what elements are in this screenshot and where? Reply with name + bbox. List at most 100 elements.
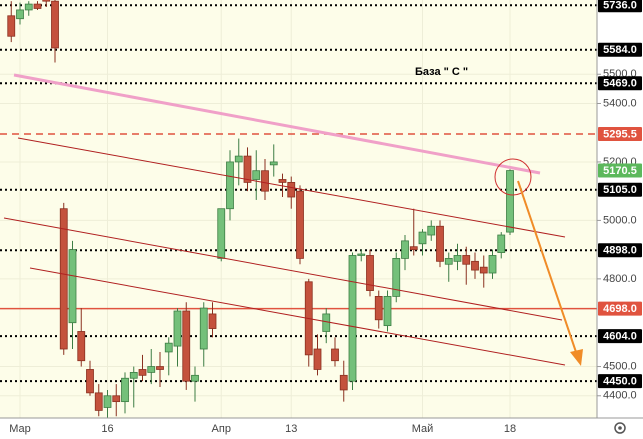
- candle-body: [331, 348, 339, 362]
- x-tick-label: Мар: [9, 423, 31, 435]
- y-tick-label: 5400.0: [603, 97, 637, 109]
- candle-body: [121, 377, 129, 403]
- candle-body: [182, 310, 191, 382]
- candle-body: [374, 295, 383, 321]
- channel-line: [17, 137, 566, 238]
- y-tick-label: 5000.0: [603, 214, 637, 226]
- candle-body: [252, 170, 261, 180]
- candle-body: [199, 307, 208, 350]
- candle-body: [313, 348, 322, 370]
- channel-line: [29, 267, 566, 366]
- x-tick-label: Май: [412, 423, 434, 435]
- candle-body: [51, 0, 59, 49]
- candles: [7, 0, 514, 418]
- level-box: [598, 182, 642, 197]
- candle-body: [427, 225, 436, 236]
- candle-body: [68, 249, 77, 324]
- candle-body: [261, 170, 269, 192]
- candle-body: [59, 208, 68, 350]
- candle-body: [497, 234, 506, 253]
- candle-body: [243, 155, 252, 183]
- candle-body: [112, 395, 121, 403]
- x-tick-label: 16: [101, 423, 113, 435]
- level-box: [598, 76, 642, 91]
- candle-body: [226, 161, 234, 210]
- level-box: [598, 374, 642, 389]
- candle-body: [488, 255, 497, 274]
- level-label: 4698.0: [603, 303, 637, 315]
- candle-body: [506, 170, 514, 233]
- level-label: 5295.5: [603, 128, 637, 140]
- x-tick-label: 13: [285, 423, 297, 435]
- candle-body: [129, 371, 138, 379]
- y-tick-label: 4400.0: [603, 390, 637, 402]
- candle-body: [471, 260, 479, 271]
- candle-body: [269, 161, 278, 166]
- candle-body: [191, 374, 199, 382]
- candle-body: [103, 395, 112, 408]
- candle-body: [147, 366, 156, 373]
- level-label: 5736.0: [603, 0, 637, 12]
- candle-body: [453, 255, 462, 262]
- candle-body: [357, 253, 366, 256]
- candle-body: [296, 190, 304, 259]
- annotation: База " С ": [415, 66, 468, 78]
- candle-body: [409, 246, 418, 251]
- settings-gear[interactable]: [614, 422, 626, 434]
- candle-body: [94, 392, 103, 411]
- candle-body: [234, 155, 243, 163]
- channel-line: [3, 217, 563, 321]
- settings-gear-center[interactable]: [618, 426, 622, 430]
- x-tick-label: 18: [504, 423, 516, 435]
- candle-body: [77, 331, 86, 362]
- candle-body: [287, 181, 296, 198]
- arrow-head: [570, 349, 583, 366]
- settings-icon[interactable]: [614, 422, 626, 434]
- candle-body: [348, 255, 357, 382]
- candle-body: [217, 208, 226, 259]
- candle-body: [366, 255, 374, 291]
- annotations: База " С ": [3, 66, 583, 366]
- candle-body: [16, 9, 24, 20]
- candle-body: [138, 369, 147, 376]
- level-box: [598, 243, 642, 258]
- candle-body: [156, 366, 164, 370]
- candle-body: [418, 231, 427, 245]
- arrow-line: [517, 180, 578, 356]
- candle-body: [462, 255, 471, 265]
- candle-body: [392, 257, 401, 297]
- candle-body: [86, 369, 94, 394]
- level-label: 4898.0: [603, 245, 637, 257]
- candle-body: [383, 295, 392, 327]
- candle-body: [444, 257, 453, 265]
- candle-body: [7, 15, 16, 37]
- level-box: [598, 329, 642, 344]
- level-label: 5584.0: [603, 44, 637, 56]
- candle-body: [479, 266, 488, 274]
- level-box: [598, 301, 642, 316]
- candle-body: [208, 313, 217, 329]
- level-box: [598, 0, 642, 13]
- y-tick-label: 4800.0: [603, 273, 637, 285]
- candle-body: [339, 374, 348, 391]
- candle-body: [173, 310, 182, 347]
- candle-body: [33, 3, 42, 9]
- level-label: 5170.5: [603, 165, 637, 177]
- level-label: 5105.0: [603, 184, 637, 196]
- highlight-circle: [494, 158, 532, 196]
- trend-line: [13, 73, 541, 175]
- level-label: 5469.0: [603, 78, 637, 90]
- level-label: 4604.0: [603, 331, 637, 343]
- candle-body: [164, 342, 173, 353]
- axes: 5500.05400.05200.05000.04800.04500.04400…: [9, 0, 642, 435]
- candle-body: [322, 313, 331, 332]
- candle-body: [42, 0, 51, 2]
- candle-body: [24, 3, 33, 11]
- level-box: [598, 42, 642, 57]
- candle-body: [278, 179, 287, 183]
- candle-body: [401, 240, 409, 259]
- x-tick-label: Апр: [212, 423, 231, 435]
- level-box: [598, 127, 642, 142]
- y-tick-label: 4500.0: [603, 360, 637, 372]
